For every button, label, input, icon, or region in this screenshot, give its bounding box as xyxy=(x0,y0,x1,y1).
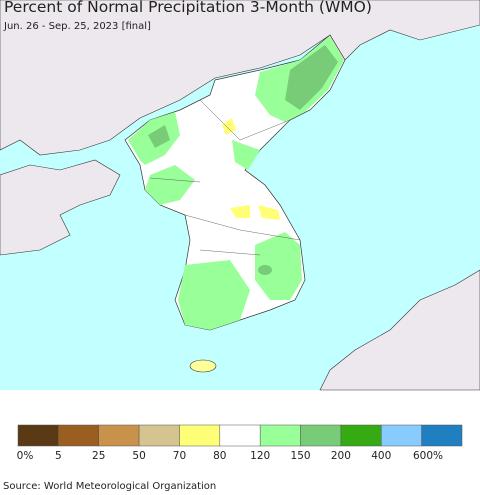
mainland xyxy=(0,0,480,156)
legend-label: 70 xyxy=(173,450,186,462)
japan xyxy=(319,269,480,391)
map: Percent of Normal Precipitation 3-Month … xyxy=(0,0,480,391)
legend-swatch xyxy=(421,424,463,447)
w-wet xyxy=(145,165,195,205)
legend-label: 0% xyxy=(17,450,34,462)
legend-label: 80 xyxy=(213,450,226,462)
legend-label: 200 xyxy=(331,450,351,462)
legend-label: 120 xyxy=(250,450,270,462)
legend-swatch xyxy=(179,424,221,447)
sw-wet xyxy=(178,260,250,330)
legend-label: 150 xyxy=(291,450,311,462)
legend-label: 5 xyxy=(55,450,62,462)
legend-swatch xyxy=(340,424,382,447)
dry-2 xyxy=(258,205,280,220)
c-wet xyxy=(232,140,260,170)
legend-swatch xyxy=(58,424,99,447)
borders xyxy=(149,99,301,256)
legend-label: 400 xyxy=(371,450,391,462)
e-wet xyxy=(255,232,302,300)
legend-swatch xyxy=(219,424,261,447)
legend-swatch xyxy=(259,424,301,447)
title: Percent of Normal Precipitation 3-Month … xyxy=(4,0,372,16)
legend-swatch xyxy=(300,424,342,447)
subtitle: Jun. 26 - Sep. 25, 2023 [final] xyxy=(3,21,151,32)
legend-swatch xyxy=(98,424,140,447)
source: Source: World Meteorological Organizatio… xyxy=(3,481,216,492)
legend: 0% 5 25 50 70 80 120 150 200 400 600% xyxy=(17,424,463,462)
e-wetter xyxy=(258,265,272,275)
jeju xyxy=(189,359,217,373)
legend-swatch xyxy=(138,424,180,447)
legend-swatch xyxy=(17,424,59,447)
peninsula-west xyxy=(0,159,121,256)
dry-1 xyxy=(230,205,250,218)
legend-swatch xyxy=(381,424,422,447)
legend-label: 25 xyxy=(92,450,105,462)
ne-wetter xyxy=(285,45,338,110)
nw-wetter xyxy=(148,125,170,148)
legend-label: 50 xyxy=(132,450,145,462)
legend-label: 600% xyxy=(413,450,443,462)
c-dry xyxy=(222,118,236,135)
